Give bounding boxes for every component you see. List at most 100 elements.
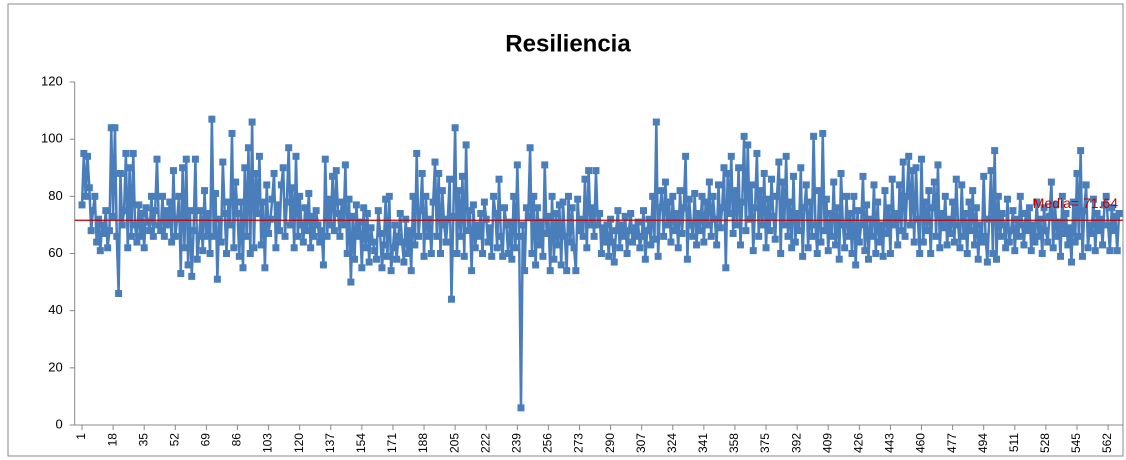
data-point — [254, 209, 262, 217]
data-point — [758, 221, 766, 229]
data-point — [828, 232, 836, 240]
y-tick-label: 120 — [41, 73, 63, 88]
data-point — [235, 252, 243, 260]
x-tick-label: 511 — [1007, 433, 1021, 452]
data-point — [162, 207, 170, 215]
data-point — [405, 227, 413, 235]
data-point — [581, 175, 589, 183]
data-point — [672, 209, 680, 217]
data-point — [378, 264, 386, 272]
data-point — [663, 221, 671, 229]
data-point — [994, 192, 1002, 200]
data-point — [775, 158, 783, 166]
data-point — [533, 204, 541, 212]
data-point — [852, 261, 860, 269]
data-point — [232, 178, 240, 186]
data-point — [601, 238, 609, 246]
data-point — [649, 192, 657, 200]
data-point — [747, 181, 755, 189]
data-point — [393, 255, 401, 263]
data-point — [760, 169, 768, 177]
x-tick-label: 35 — [136, 433, 150, 447]
chart-title: Resiliencia — [505, 30, 631, 57]
data-point — [782, 152, 790, 160]
data-point — [671, 227, 679, 235]
data-point — [857, 221, 865, 229]
x-tick-label: 307 — [634, 433, 648, 453]
data-point — [1111, 212, 1119, 220]
data-point — [987, 167, 995, 175]
data-point — [1036, 215, 1044, 223]
data-point — [160, 232, 168, 240]
data-point — [546, 267, 554, 275]
data-point — [943, 241, 951, 249]
data-point — [142, 204, 150, 212]
data-point — [363, 209, 371, 217]
data-point — [391, 221, 399, 229]
data-point — [453, 250, 461, 257]
data-point — [100, 229, 108, 237]
data-point — [352, 201, 360, 209]
data-point — [244, 144, 252, 152]
data-point — [521, 267, 529, 275]
data-point — [305, 189, 313, 197]
data-point — [720, 164, 728, 172]
data-point — [811, 221, 819, 229]
data-point — [1022, 209, 1030, 217]
data-point — [961, 209, 969, 217]
data-point — [888, 175, 896, 183]
data-point — [257, 241, 265, 249]
data-point — [223, 250, 231, 257]
data-point — [574, 195, 582, 203]
x-tick-label: 426 — [852, 433, 866, 453]
data-point — [398, 238, 406, 246]
data-point — [777, 250, 785, 257]
data-point — [572, 267, 580, 275]
data-point — [1080, 207, 1088, 215]
data-point — [938, 209, 946, 217]
data-point — [230, 244, 238, 252]
data-point — [579, 232, 587, 240]
data-point — [91, 192, 99, 200]
data-point — [678, 229, 686, 237]
data-point — [627, 209, 635, 217]
data-point — [693, 241, 701, 249]
data-point — [502, 221, 510, 229]
data-point — [914, 215, 922, 223]
data-point — [824, 247, 832, 255]
data-point — [1031, 238, 1039, 246]
data-point — [1108, 204, 1116, 212]
data-point — [111, 124, 119, 132]
data-point — [980, 172, 988, 180]
data-point — [910, 238, 918, 246]
x-tick-label: 69 — [199, 433, 213, 447]
data-point — [411, 241, 419, 249]
data-point — [415, 232, 423, 240]
data-point — [446, 175, 454, 183]
data-point — [738, 198, 746, 206]
data-point — [1057, 252, 1065, 260]
data-point — [488, 252, 496, 260]
data-point — [511, 244, 519, 252]
data-point — [369, 238, 377, 246]
data-point — [793, 209, 801, 217]
data-point — [950, 238, 958, 246]
data-point — [548, 192, 556, 200]
data-point — [724, 169, 732, 177]
data-point — [164, 221, 172, 229]
data-point — [874, 198, 882, 206]
data-point — [360, 204, 368, 212]
data-point — [632, 232, 640, 240]
data-point — [199, 247, 207, 255]
data-point — [806, 198, 814, 206]
data-point — [98, 221, 106, 229]
data-point — [435, 169, 443, 177]
data-point — [475, 232, 483, 240]
data-point — [749, 247, 757, 255]
data-point — [255, 152, 263, 160]
data-point — [1078, 252, 1086, 260]
data-point — [746, 215, 754, 223]
data-point — [694, 209, 702, 217]
data-point — [1102, 192, 1110, 200]
